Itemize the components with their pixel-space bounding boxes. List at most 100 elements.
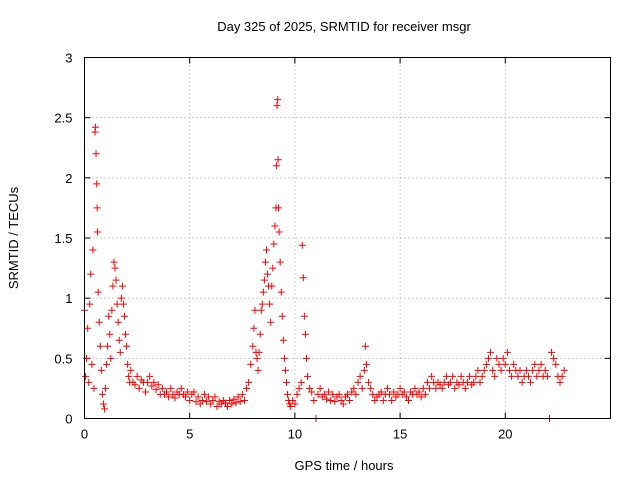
data-point <box>116 348 124 356</box>
data-point <box>95 318 103 326</box>
data-point <box>432 384 440 392</box>
data-point <box>327 396 335 404</box>
x-tick-label: 20 <box>498 427 512 442</box>
data-point <box>190 388 198 396</box>
data-point <box>474 366 482 374</box>
data-point <box>217 400 225 408</box>
data-point <box>297 378 305 386</box>
data-point <box>87 270 95 278</box>
data-point <box>118 282 126 290</box>
data-point <box>508 372 516 380</box>
data-point <box>106 330 114 338</box>
data-point <box>411 384 419 392</box>
data-point <box>243 384 251 392</box>
plot-frame <box>84 57 611 419</box>
data-point <box>487 348 495 356</box>
data-point <box>135 384 143 392</box>
y-tick-label: 2 <box>65 171 72 186</box>
data-point <box>457 372 465 380</box>
data-point <box>495 360 503 368</box>
data-point <box>463 378 471 386</box>
data-point <box>421 390 429 398</box>
data-point <box>281 366 289 374</box>
data-point <box>356 372 364 380</box>
data-point <box>146 372 154 380</box>
data-point <box>123 342 131 350</box>
data-point <box>282 378 290 386</box>
data-point <box>271 222 279 230</box>
data-point <box>543 372 551 380</box>
data-point <box>144 378 152 386</box>
data-point <box>272 162 280 170</box>
data-point <box>529 366 537 374</box>
data-point <box>171 394 179 402</box>
data-point <box>531 360 539 368</box>
data-point <box>284 390 292 398</box>
data-point <box>221 399 229 407</box>
data-point <box>277 288 285 296</box>
data-point <box>535 366 543 374</box>
data-point <box>236 398 244 406</box>
data-point <box>386 390 394 398</box>
data-point <box>94 288 102 296</box>
data-point <box>365 378 373 386</box>
data-point <box>158 384 166 392</box>
data-point <box>91 123 99 131</box>
data-point <box>390 388 398 396</box>
data-point <box>232 399 240 407</box>
chart-title: Day 325 of 2025, SRMTID for receiver msg… <box>217 19 471 34</box>
data-point <box>482 360 490 368</box>
data-point <box>213 402 221 410</box>
data-point <box>100 405 108 413</box>
data-point <box>104 342 112 350</box>
data-point <box>226 396 234 404</box>
data-point <box>451 384 459 392</box>
data-point <box>109 282 117 290</box>
data-point <box>268 282 276 290</box>
data-point <box>266 300 274 308</box>
data-point <box>388 396 396 404</box>
data-point <box>280 354 288 362</box>
data-point <box>256 330 264 338</box>
data-point <box>163 388 171 396</box>
y-tick-label: 1 <box>65 291 72 306</box>
y-tick-label: 2.5 <box>54 111 72 126</box>
data-point <box>260 276 268 284</box>
data-point <box>270 240 278 248</box>
data-point <box>367 384 375 392</box>
data-point <box>274 156 282 164</box>
data-point <box>245 378 253 386</box>
data-point <box>306 384 314 392</box>
data-point <box>291 400 299 408</box>
data-point <box>82 372 90 380</box>
data-point <box>279 336 287 344</box>
data-point <box>102 384 110 392</box>
data-point <box>181 393 189 401</box>
data-point <box>154 381 162 389</box>
data-point <box>89 246 97 254</box>
data-point <box>314 390 322 398</box>
data-point <box>275 228 283 236</box>
data-point <box>119 300 127 308</box>
data-point <box>316 384 324 392</box>
data-point <box>537 360 545 368</box>
data-point <box>369 390 377 398</box>
data-point <box>177 384 185 392</box>
data-point <box>238 390 246 398</box>
data-point <box>560 366 568 374</box>
data-point <box>264 270 272 278</box>
data-point <box>205 393 213 401</box>
data-point <box>298 241 306 249</box>
data-point <box>105 312 113 320</box>
data-point <box>262 246 270 254</box>
data-point <box>501 360 509 368</box>
data-point <box>103 360 111 368</box>
data-point <box>186 396 194 404</box>
data-point <box>254 366 262 374</box>
data-point <box>354 378 362 386</box>
data-point <box>358 384 366 392</box>
data-point <box>438 384 446 392</box>
data-point <box>85 378 93 386</box>
data-point <box>480 366 488 374</box>
data-points <box>81 96 568 422</box>
